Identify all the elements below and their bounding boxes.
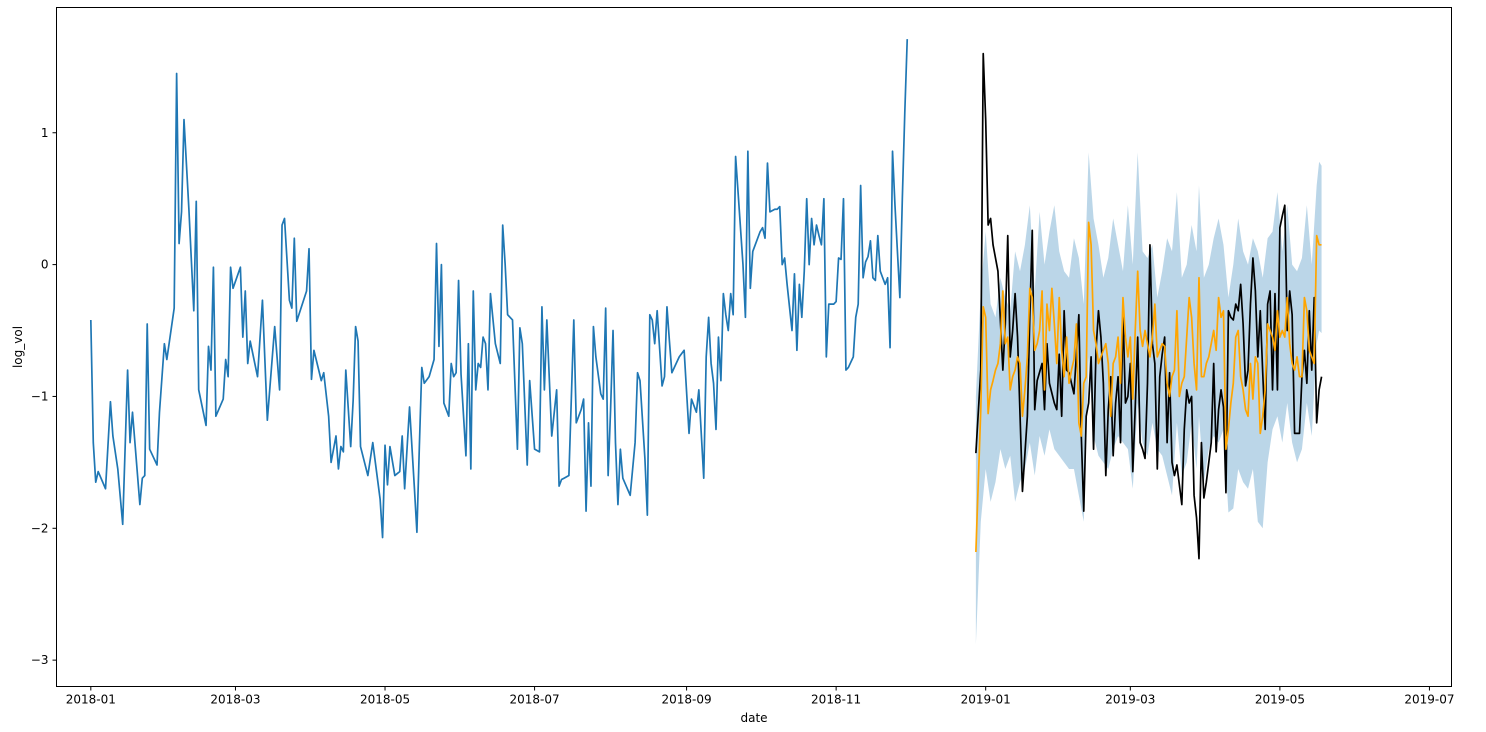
x-tick-label: 2019-05 bbox=[1255, 693, 1305, 707]
x-axis: 2018-01 2018-03 2018-05 2018-07 2018-09 2018-… bbox=[66, 686, 1455, 707]
y-axis: 1 0 −1 −2 −3 bbox=[31, 126, 57, 667]
series-lines-layer bbox=[89, 39, 1323, 560]
x-axis-label: date bbox=[740, 711, 767, 725]
y-tick-label: 1 bbox=[41, 126, 49, 140]
x-tick-label: 2018-09 bbox=[662, 693, 712, 707]
x-tick-label: 2018-07 bbox=[510, 693, 560, 707]
confidence-band-layer bbox=[975, 152, 1322, 645]
plot-frame bbox=[56, 7, 1452, 687]
y-tick-label: −1 bbox=[31, 389, 49, 403]
x-tick-label: 2018-01 bbox=[66, 693, 116, 707]
y-tick-label: −3 bbox=[31, 653, 49, 667]
x-tick-label: 2019-01 bbox=[961, 693, 1011, 707]
x-tick-label: 2019-07 bbox=[1404, 693, 1454, 707]
y-tick-label: 0 bbox=[41, 258, 49, 272]
x-tick-label: 2019-03 bbox=[1105, 693, 1155, 707]
y-axis-label: log_vol bbox=[11, 326, 25, 368]
x-tick-label: 2018-05 bbox=[360, 693, 410, 707]
x-tick-label: 2018-03 bbox=[210, 693, 260, 707]
forecast-interval-band bbox=[975, 152, 1322, 645]
forecast-series-line bbox=[975, 221, 1322, 553]
history-series-line bbox=[89, 39, 909, 539]
x-tick-label: 2018-11 bbox=[811, 693, 861, 707]
y-tick-label: −2 bbox=[31, 521, 49, 535]
actual-series-line bbox=[975, 52, 1323, 560]
